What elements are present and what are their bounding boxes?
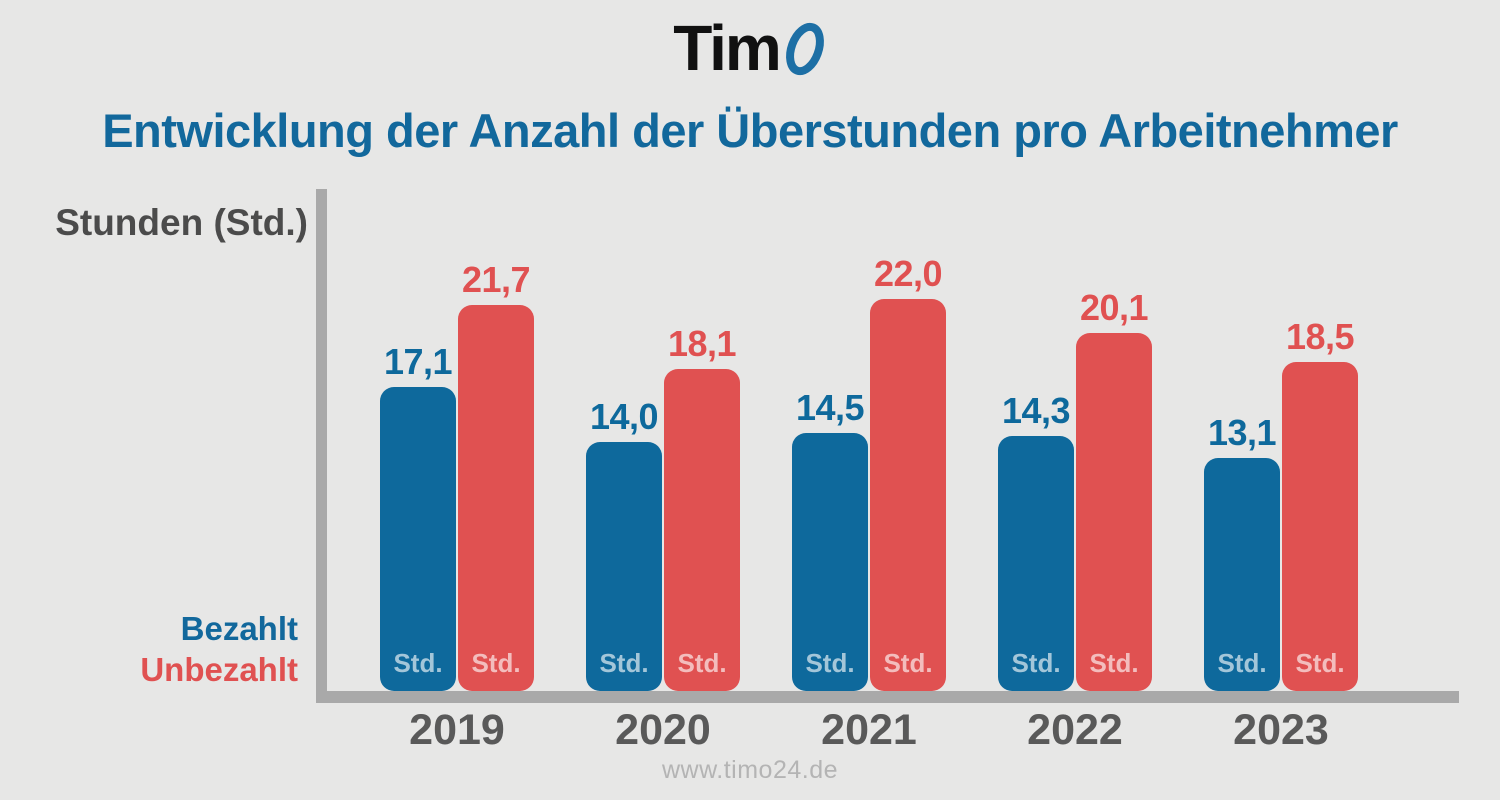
bar-unbezahlt-2019: Std. xyxy=(458,305,534,691)
bar-unit-label: Std. xyxy=(599,648,649,678)
bar-bezahlt-2019: Std. xyxy=(380,387,456,691)
bar-value-unbezahlt-2022: 20,1 xyxy=(1079,287,1149,328)
bar-bezahlt-2020: Std. xyxy=(586,442,662,691)
bar-value-bezahlt-2019: 17,1 xyxy=(383,341,453,382)
y-axis-line xyxy=(316,189,327,703)
legend-item-bezahlt: Bezahlt xyxy=(180,610,298,647)
page-title: Entwicklung der Anzahl der Überstunden p… xyxy=(102,104,1398,157)
x-tick-2020: 2020 xyxy=(615,706,711,754)
legend-item-unbezahlt: Unbezahlt xyxy=(140,651,298,688)
bar-unbezahlt-2022: Std. xyxy=(1076,333,1152,691)
bar-value-unbezahlt-2021: 22,0 xyxy=(873,253,943,294)
bar-value-unbezahlt-2020: 18,1 xyxy=(667,323,737,364)
bar-unit-label: Std. xyxy=(883,648,933,678)
logo-o-icon xyxy=(785,22,824,76)
x-tick-2019: 2019 xyxy=(409,706,505,754)
bar-unit-label: Std. xyxy=(1217,648,1267,678)
bar-bezahlt-2023: Std. xyxy=(1204,458,1280,691)
bar-unbezahlt-2023: Std. xyxy=(1282,362,1358,691)
y-axis-label: Stunden (Std.) xyxy=(55,202,308,243)
x-tick-2021: 2021 xyxy=(821,706,917,754)
bar-value-bezahlt-2021: 14,5 xyxy=(795,387,865,428)
bar-unbezahlt-2020: Std. xyxy=(664,369,740,691)
legend: Bezahlt Unbezahlt xyxy=(0,608,298,690)
x-axis-line xyxy=(316,691,1459,703)
bar-value-unbezahlt-2023: 18,5 xyxy=(1285,316,1355,357)
bar-value-unbezahlt-2019: 21,7 xyxy=(461,259,531,300)
bar-unit-label: Std. xyxy=(1011,648,1061,678)
bar-unit-label: Std. xyxy=(393,648,443,678)
x-tick-2022: 2022 xyxy=(1027,706,1123,754)
logo-text: Tim xyxy=(673,12,782,84)
bar-value-bezahlt-2022: 14,3 xyxy=(1001,390,1071,431)
bar-unit-label: Std. xyxy=(1089,648,1139,678)
x-tick-2023: 2023 xyxy=(1233,706,1329,754)
logo: Tim xyxy=(0,8,1500,88)
bar-unit-label: Std. xyxy=(471,648,521,678)
bar-value-bezahlt-2020: 14,0 xyxy=(589,396,659,437)
footer-url: www.timo24.de xyxy=(661,756,839,784)
bar-unbezahlt-2021: Std. xyxy=(870,299,946,691)
bar-unit-label: Std. xyxy=(677,648,727,678)
bar-value-bezahlt-2023: 13,1 xyxy=(1207,412,1277,453)
bar-bezahlt-2022: Std. xyxy=(998,436,1074,691)
bar-bezahlt-2021: Std. xyxy=(792,433,868,691)
bar-unit-label: Std. xyxy=(1295,648,1345,678)
bar-unit-label: Std. xyxy=(805,648,855,678)
